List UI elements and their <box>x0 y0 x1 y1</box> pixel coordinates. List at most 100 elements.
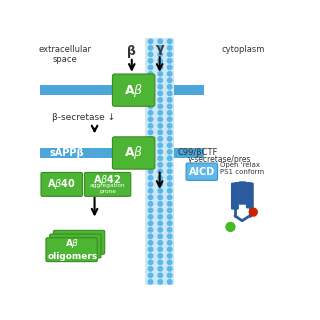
Circle shape <box>148 228 153 232</box>
Circle shape <box>148 117 153 122</box>
Bar <box>174 148 204 158</box>
FancyBboxPatch shape <box>46 238 97 262</box>
Circle shape <box>167 215 172 219</box>
FancyBboxPatch shape <box>246 182 254 208</box>
Circle shape <box>148 124 153 128</box>
Circle shape <box>148 130 153 135</box>
Circle shape <box>158 143 163 148</box>
FancyBboxPatch shape <box>84 172 131 196</box>
Circle shape <box>167 234 172 239</box>
Circle shape <box>148 156 153 161</box>
Circle shape <box>158 280 163 284</box>
FancyBboxPatch shape <box>41 172 83 196</box>
Circle shape <box>158 221 163 226</box>
Text: A$\beta$40: A$\beta$40 <box>47 177 76 191</box>
Circle shape <box>158 156 163 161</box>
Circle shape <box>167 182 172 187</box>
Circle shape <box>158 241 163 245</box>
Circle shape <box>158 104 163 108</box>
Circle shape <box>148 91 153 96</box>
Text: C99/βCTF: C99/βCTF <box>178 148 218 157</box>
Circle shape <box>226 222 235 231</box>
Text: A$\beta$42: A$\beta$42 <box>93 173 122 187</box>
Circle shape <box>167 52 172 57</box>
Circle shape <box>158 150 163 154</box>
FancyBboxPatch shape <box>231 182 239 210</box>
Circle shape <box>158 84 163 89</box>
Circle shape <box>148 273 153 277</box>
Circle shape <box>158 260 163 265</box>
FancyBboxPatch shape <box>112 137 155 169</box>
Circle shape <box>167 195 172 200</box>
Circle shape <box>249 208 257 216</box>
Circle shape <box>158 247 163 252</box>
Circle shape <box>167 176 172 180</box>
Circle shape <box>158 130 163 135</box>
Circle shape <box>167 104 172 108</box>
Circle shape <box>167 169 172 173</box>
FancyBboxPatch shape <box>50 234 101 258</box>
Circle shape <box>167 143 172 148</box>
Bar <box>40 85 145 95</box>
Circle shape <box>148 46 153 50</box>
Circle shape <box>148 137 153 141</box>
Circle shape <box>148 202 153 206</box>
Circle shape <box>167 202 172 206</box>
Text: PS1 conform: PS1 conform <box>220 169 264 175</box>
Text: extracellular
space: extracellular space <box>38 44 91 64</box>
Circle shape <box>167 163 172 167</box>
Circle shape <box>148 72 153 76</box>
Circle shape <box>167 267 172 271</box>
Circle shape <box>148 260 153 265</box>
Circle shape <box>167 72 172 76</box>
Circle shape <box>158 46 163 50</box>
Circle shape <box>158 273 163 277</box>
Circle shape <box>167 208 172 212</box>
FancyBboxPatch shape <box>53 230 105 254</box>
Text: A$\beta$
oligomers: A$\beta$ oligomers <box>47 237 98 261</box>
Bar <box>40 148 145 158</box>
Circle shape <box>148 176 153 180</box>
Circle shape <box>148 104 153 108</box>
Bar <box>145 38 174 285</box>
Circle shape <box>158 117 163 122</box>
Circle shape <box>148 234 153 239</box>
Circle shape <box>158 78 163 83</box>
Circle shape <box>148 150 153 154</box>
Circle shape <box>158 65 163 69</box>
Circle shape <box>158 195 163 200</box>
Circle shape <box>167 156 172 161</box>
Circle shape <box>167 78 172 83</box>
Circle shape <box>167 117 172 122</box>
Circle shape <box>148 111 153 115</box>
Circle shape <box>158 188 163 193</box>
Circle shape <box>148 188 153 193</box>
Circle shape <box>148 52 153 57</box>
Circle shape <box>158 215 163 219</box>
Circle shape <box>148 221 153 226</box>
Circle shape <box>167 221 172 226</box>
Text: γ: γ <box>156 42 164 55</box>
Circle shape <box>148 78 153 83</box>
Circle shape <box>167 280 172 284</box>
Circle shape <box>148 195 153 200</box>
Circle shape <box>148 254 153 258</box>
Circle shape <box>148 182 153 187</box>
Circle shape <box>158 72 163 76</box>
Circle shape <box>148 39 153 44</box>
Circle shape <box>158 228 163 232</box>
Circle shape <box>167 254 172 258</box>
Circle shape <box>167 65 172 69</box>
Circle shape <box>167 241 172 245</box>
Circle shape <box>167 84 172 89</box>
Circle shape <box>158 169 163 173</box>
Circle shape <box>167 273 172 277</box>
Circle shape <box>158 98 163 102</box>
Circle shape <box>158 52 163 57</box>
Circle shape <box>167 46 172 50</box>
Circle shape <box>167 137 172 141</box>
Circle shape <box>167 98 172 102</box>
Circle shape <box>158 91 163 96</box>
FancyBboxPatch shape <box>112 74 155 106</box>
FancyBboxPatch shape <box>186 163 218 180</box>
